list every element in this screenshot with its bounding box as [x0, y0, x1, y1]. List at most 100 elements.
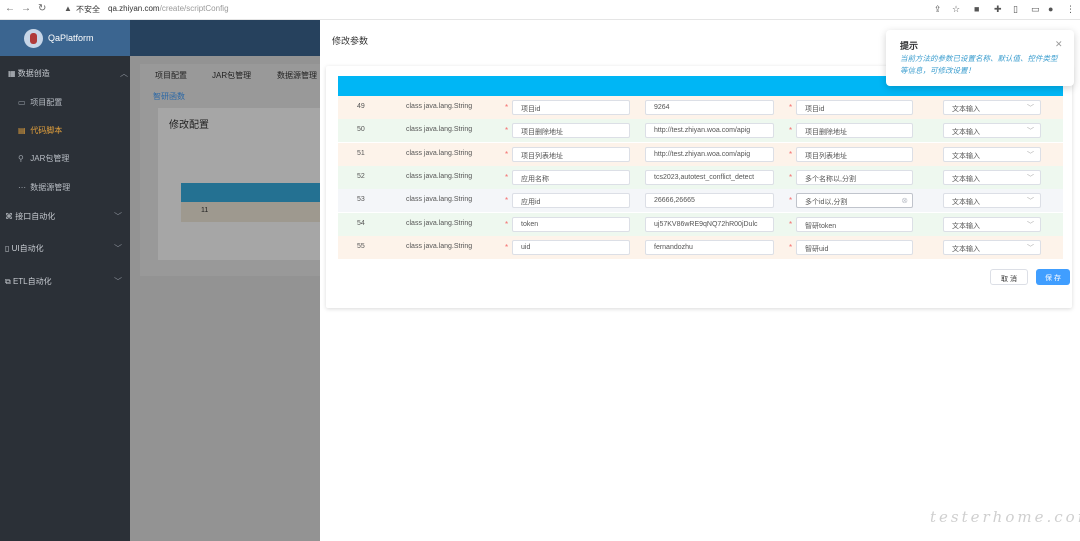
param-name-input[interactable]: uid	[512, 239, 630, 255]
control-type-select[interactable]: 文本输入 ﹀	[943, 239, 1041, 255]
param-name-input[interactable]: token	[512, 216, 630, 232]
sidebar-item-jar-manage[interactable]: ⚲ JAR包管理	[18, 153, 69, 164]
reload-icon[interactable]: ↻	[38, 3, 47, 14]
control-type-value: 文本输入	[952, 175, 980, 183]
phone-icon: ▯	[5, 244, 10, 253]
control-type-select[interactable]: 文本输入 ﹀	[943, 193, 1041, 209]
sidebar-group-ui-auto[interactable]: ▯ UI自动化 ﹀	[5, 243, 130, 254]
cancel-button[interactable]: 取 消	[990, 269, 1028, 285]
close-icon[interactable]: ✕	[1055, 39, 1063, 49]
background-panel-title: 修改配置	[169, 120, 209, 131]
modal-overlay[interactable]	[130, 20, 320, 541]
app-logo[interactable]: QaPlatform	[0, 20, 130, 56]
table-row: 49 class java.lang.String * 项目id 9264 * 项目id 文本…	[338, 96, 1063, 119]
chevron-down-icon: ﹀	[1027, 151, 1034, 159]
sidebar-item-label: 项目配置	[30, 98, 63, 107]
table-row: 51 class java.lang.String * 项目列表地址 http://te…	[338, 142, 1063, 166]
param-default-input[interactable]: http://test.zhiyan.woa.com/apig	[645, 146, 774, 162]
param-hint-input[interactable]: 多个名称以,分割	[796, 169, 913, 185]
chevron-down-icon: ﹀	[1027, 105, 1034, 112]
user-icon: ⚲	[18, 154, 24, 163]
sidebar-item-datasource[interactable]: ⋯ 数据源管理	[18, 182, 70, 193]
sidepanel-icon[interactable]: ▯	[1013, 4, 1018, 14]
more-icon[interactable]: ⋮	[1066, 4, 1075, 14]
security-label[interactable]: 不安全	[76, 5, 100, 14]
sidebar-item-label: 代码脚本	[30, 126, 63, 135]
table-row: 50 class java.lang.String * 项目删除地址 http://te…	[338, 119, 1063, 143]
star-icon[interactable]: ☆	[952, 4, 961, 14]
required-mark: *	[505, 126, 509, 136]
param-hint-input[interactable]: 项目删除地址	[796, 123, 913, 139]
chevron-down-icon: ﹀	[1027, 128, 1034, 136]
param-hint-input[interactable]: 多个id以,分割 ⊗	[796, 193, 913, 209]
table-row: 54 class java.lang.String * token uj57KV86wR…	[338, 212, 1063, 236]
param-hint-input[interactable]: 智研uid	[796, 239, 913, 255]
row-type: class java.lang.String	[406, 172, 473, 180]
param-default-input[interactable]: uj57KV86wRE9qNQ72hR00jDulc	[645, 216, 774, 232]
sidebar-group-api-auto[interactable]: ⌘ 接口自动化 ﹀	[5, 211, 130, 222]
param-hint-input[interactable]: 项目列表地址	[796, 146, 913, 162]
required-mark: *	[789, 242, 793, 252]
save-button[interactable]: 保 存	[1036, 269, 1070, 285]
control-type-select[interactable]: 文本输入 ﹀	[943, 146, 1041, 162]
required-mark: *	[505, 103, 509, 112]
background-link[interactable]: 智研函数	[153, 92, 185, 101]
param-hint-value: 多个名称以,分割	[805, 175, 856, 183]
edit-params-dialog: 修改参数 49 class java.lang.String * 项目id 9264 * 项…	[320, 20, 1080, 541]
watermark: testerhome.com	[930, 508, 1080, 526]
dialog-title: 修改参数	[332, 36, 369, 46]
param-default-input[interactable]: 26666,26665	[645, 193, 774, 209]
control-type-select[interactable]: 文本输入 ﹀	[943, 216, 1041, 232]
tab-datasource[interactable]: 数据源管理	[277, 71, 317, 80]
tab-search-icon[interactable]: ▭	[1031, 4, 1040, 14]
row-type: class java.lang.String	[406, 242, 473, 250]
control-type-select[interactable]: 文本输入 ﹀	[943, 169, 1041, 185]
param-hint-input[interactable]: 智研token	[796, 216, 913, 232]
row-type: class java.lang.String	[406, 103, 473, 110]
row-type: class java.lang.String	[406, 219, 473, 227]
address-bar[interactable]: qa.zhiyan.com/create/scriptConfig	[108, 4, 229, 13]
control-type-select[interactable]: 文本输入 ﹀	[943, 100, 1041, 115]
clear-icon[interactable]: ⊗	[901, 196, 908, 206]
puzzle-icon[interactable]: ✚	[994, 4, 1002, 14]
param-default-input[interactable]: 9264	[645, 100, 774, 115]
param-name-input[interactable]: 项目列表地址	[512, 146, 630, 162]
param-default-input[interactable]: tcs2023,autotest_conflict_detect	[645, 169, 774, 185]
url-host: qa.zhiyan.com	[108, 4, 160, 13]
background-row-value: 11	[201, 207, 209, 214]
share-icon[interactable]: ⇪	[934, 4, 942, 14]
param-name-input[interactable]: 应用名称	[512, 169, 630, 185]
chevron-down-icon: ﹀	[114, 277, 122, 286]
param-hint-value: 智研uid	[805, 245, 829, 253]
sidebar-group-etl-auto[interactable]: ⧉ ETL自动化 ﹀	[5, 276, 130, 287]
row-index: 54	[357, 219, 365, 227]
param-hint-value: 多个id以,分割	[805, 199, 848, 207]
row-type: class java.lang.String	[406, 149, 473, 157]
forward-icon[interactable]: →	[21, 3, 31, 14]
sidebar-item-project-config[interactable]: ▭ 项目配置	[18, 97, 62, 108]
required-mark: *	[789, 103, 793, 112]
required-mark: *	[789, 172, 793, 182]
param-hint-input[interactable]: 项目id	[796, 100, 913, 115]
row-index: 53	[357, 196, 365, 204]
table-row: 53 class java.lang.String * 应用id 26666,26665…	[338, 189, 1063, 213]
control-type-select[interactable]: 文本输入 ﹀	[943, 123, 1041, 139]
param-name-input[interactable]: 应用id	[512, 193, 630, 209]
warning-icon[interactable]: ▲	[64, 4, 72, 13]
back-icon[interactable]: ←	[5, 3, 15, 14]
chevron-down-icon: ﹀	[1027, 174, 1034, 182]
param-name-input[interactable]: 项目id	[512, 100, 630, 115]
control-type-value: 文本输入	[952, 106, 980, 113]
param-default-input[interactable]: http://test.zhiyan.woa.com/apig	[645, 123, 774, 139]
param-name-input[interactable]: 项目删除地址	[512, 123, 630, 139]
sidebar-group-data-create[interactable]: ▦ 数据创造 ︿	[8, 68, 130, 79]
param-default-input[interactable]: fernandozhu	[645, 239, 774, 255]
profile-icon[interactable]: ●	[1048, 4, 1054, 14]
required-mark: *	[789, 126, 793, 136]
tab-jar-manage[interactable]: JAR包管理	[212, 71, 252, 80]
sidebar-item-code-script[interactable]: ▤ 代码脚本	[18, 125, 62, 136]
tab-project-config[interactable]: 项目配置	[155, 71, 187, 80]
sidebar-group-label: ETL自动化	[12, 277, 52, 286]
extension-icon[interactable]: ■	[974, 4, 980, 14]
required-mark: *	[789, 196, 793, 206]
